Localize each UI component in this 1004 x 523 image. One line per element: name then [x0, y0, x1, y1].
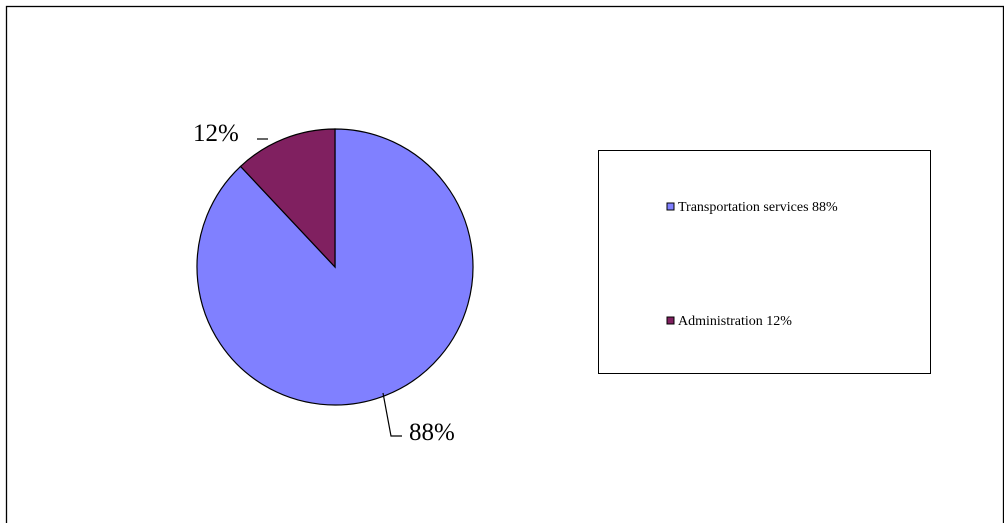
data-label-administration: 12% — [193, 120, 239, 147]
leader-lines — [257, 138, 402, 437]
leader-line-transportation — [382, 392, 402, 437]
legend-label-administration: Administration 12% — [678, 314, 792, 329]
pie-slice-administration — [239, 128, 336, 269]
data-label-transportation: 88% — [409, 419, 455, 446]
legend-box — [598, 150, 931, 374]
legend-swatch-transportation — [666, 202, 675, 211]
pie-slices — [196, 128, 474, 406]
legend-swatch-administration — [666, 316, 675, 325]
legend-label-transportation: Transportation services 88% — [678, 200, 838, 215]
